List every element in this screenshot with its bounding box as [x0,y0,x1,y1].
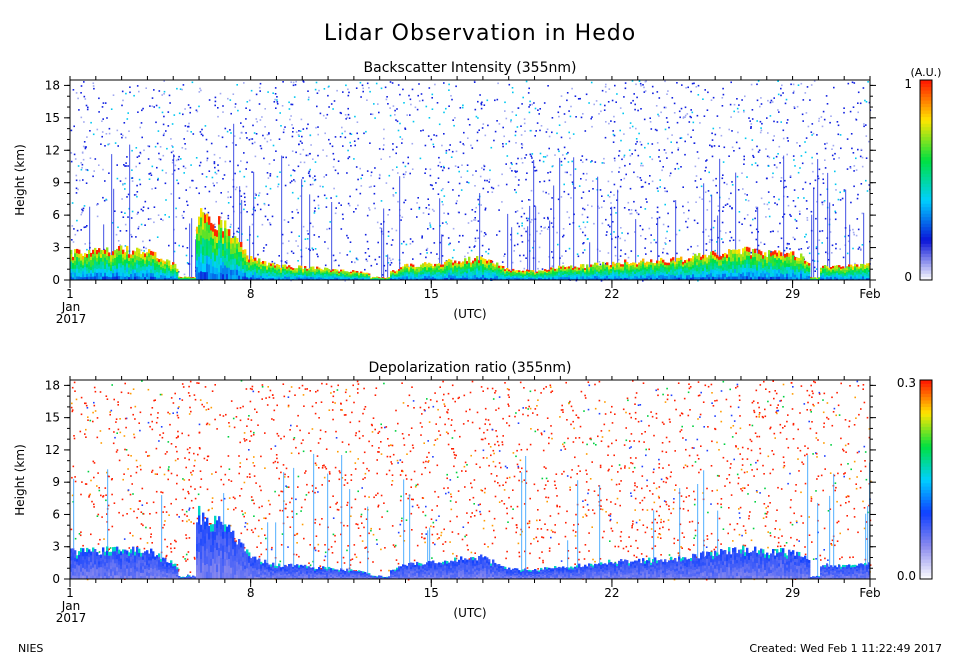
y-tick-label: 0 [52,273,60,287]
x-tick-label: 15 [424,586,439,600]
x-tick-label: 1 [66,287,74,301]
y-tick-label: 15 [45,411,60,425]
backscatter-xlabel: (UTC) [453,307,486,321]
x-tick-sublabel: Jan [61,300,81,314]
y-tick-label: 12 [45,143,60,157]
x-tick-sublabel: 2017 [56,312,87,326]
y-tick-label: 6 [52,208,60,222]
aerosol-layer [70,123,871,281]
y-tick-label: 6 [52,507,60,521]
y-tick-label: 18 [45,78,60,92]
y-tick-label: 12 [45,443,60,457]
main-title: Lidar Observation in Hedo [324,21,636,46]
x-tick-label: Feb [859,586,880,600]
backscatter-colorbar-min: 0 [904,270,912,284]
backscatter-colorbar [919,79,933,281]
x-tick-label: 22 [604,586,619,600]
y-tick-label: 9 [52,475,60,489]
x-tick-label: 29 [785,586,800,600]
footer-created-timestamp: Created: Wed Feb 1 11:22:49 2017 [749,642,942,655]
x-tick-label: 29 [785,287,800,301]
depolarization-panel: Depolarization ratio (355nm) 03691215181… [13,360,933,625]
depolarization-plot-area [70,380,872,581]
backscatter-plot-area [70,80,872,282]
depolarization-ylabel: Height (km) [13,444,27,515]
depolarization-colorbar [919,379,933,580]
backscatter-colorbar-unit: (A.U.) [911,66,942,79]
x-tick-label: 15 [424,287,439,301]
x-tick-label: 22 [604,287,619,301]
noise-speckle [70,80,872,282]
x-tick-label: 8 [247,586,255,600]
x-tick-label: 1 [66,586,74,600]
y-tick-label: 0 [52,572,60,586]
backscatter-panel: Backscatter Intensity (355nm) 0369121518… [13,60,941,326]
depolarization-title: Depolarization ratio (355nm) [368,360,571,376]
depolarization-xlabel: (UTC) [453,606,486,620]
y-tick-label: 18 [45,378,60,392]
x-tick-sublabel: 2017 [56,611,87,625]
backscatter-title: Backscatter Intensity (355nm) [364,60,577,76]
depolarization-colorbar-max: 0.3 [897,376,916,390]
y-tick-label: 3 [52,241,60,255]
y-tick-label: 15 [45,111,60,125]
depolarization-colorbar-min: 0.0 [897,569,916,583]
backscatter-ylabel: Height (km) [13,144,27,215]
x-tick-sublabel: Jan [61,599,81,613]
x-tick-label: 8 [247,287,255,301]
footer-organization: NIES [18,642,43,655]
y-tick-label: 3 [52,540,60,554]
y-tick-label: 9 [52,176,60,190]
backscatter-colorbar-max: 1 [904,77,912,91]
noise-speckle [70,380,872,581]
x-tick-label: Feb [859,287,880,301]
